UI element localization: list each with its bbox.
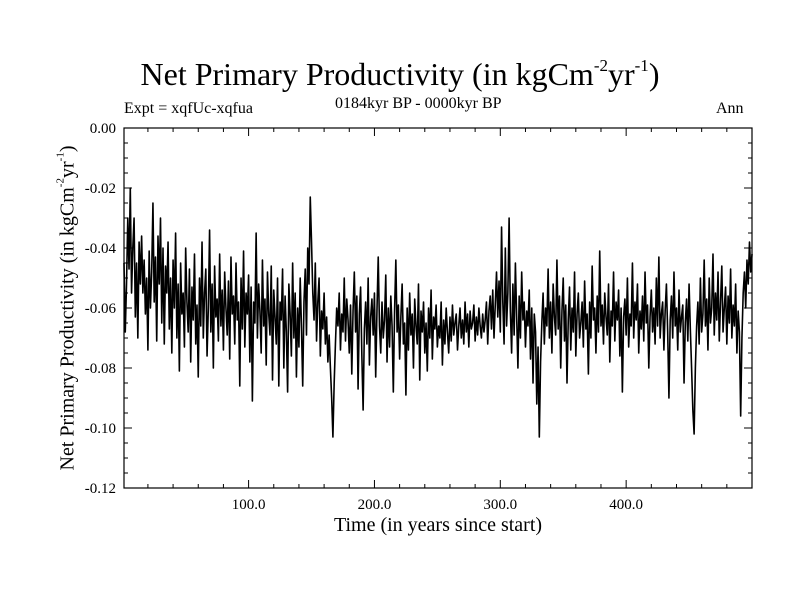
axis-ticks bbox=[124, 127, 752, 489]
season-label: Ann bbox=[716, 100, 744, 117]
npp-series-line bbox=[123, 187, 753, 438]
y-tick-label: -0.08 bbox=[85, 361, 116, 377]
period-label: 0184kyr BP - 0000kyr BP bbox=[335, 95, 502, 112]
chart-title-sup1: -2 bbox=[593, 56, 608, 76]
x-axis-label: Time (in years since start) bbox=[333, 514, 543, 536]
x-tick-label: 200.0 bbox=[358, 497, 392, 513]
chart-title: Net Primary Productivity (in kgCm-2yr-1) bbox=[0, 56, 800, 93]
experiment-label: Expt = xqfUc-xqfua bbox=[124, 100, 253, 117]
y-tick-label: -0.06 bbox=[85, 301, 117, 317]
x-tick-label: 300.0 bbox=[483, 497, 517, 513]
y-tick-label: -0.02 bbox=[85, 181, 116, 197]
chart-title-sup2: -1 bbox=[634, 56, 649, 76]
y-tick-label: -0.10 bbox=[85, 421, 116, 437]
x-tick-label: 400.0 bbox=[609, 497, 643, 513]
chart-title-end: ) bbox=[648, 56, 660, 92]
y-tick-label: -0.12 bbox=[85, 481, 116, 497]
axis-tick-labels: 0.00 -0.02 -0.04 -0.06 -0.08 -0.10 -0.12 100.0 2… bbox=[85, 121, 643, 513]
y-tick-label: -0.04 bbox=[85, 241, 117, 257]
chart-title-main: Net Primary Productivity (in kgCm bbox=[140, 56, 594, 92]
x-tick-label: 100.0 bbox=[232, 497, 266, 513]
chart-title-mid: yr bbox=[607, 56, 635, 92]
y-tick-label: 0.00 bbox=[90, 121, 116, 137]
